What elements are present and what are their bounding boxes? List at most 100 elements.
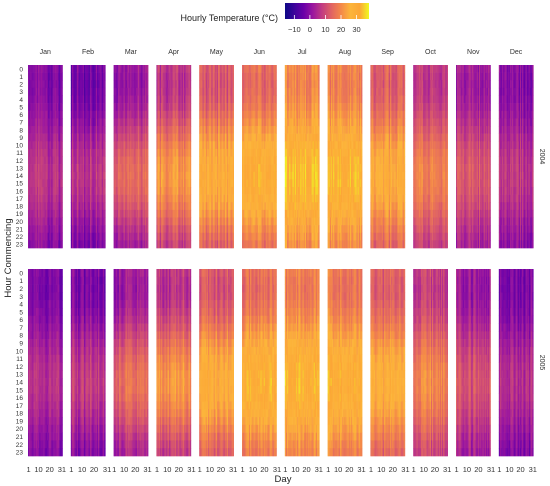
heatmap-cell [255, 148, 258, 157]
heatmap-cell [251, 179, 253, 188]
heatmap-panel-mar-2004 [113, 65, 149, 249]
heatmap-cell [28, 209, 30, 218]
heatmap-cell [223, 225, 226, 234]
heatmap-cell [247, 240, 250, 249]
heatmap-cell [136, 225, 139, 234]
heatmap-cell [104, 225, 106, 234]
heatmap-cell [95, 80, 98, 89]
heatmap-cell [245, 179, 247, 188]
heatmap-cell [162, 194, 164, 203]
heatmap-cell [200, 95, 202, 104]
heatmap-cell [301, 232, 303, 241]
heatmap-cell [52, 240, 54, 249]
heatmap-cell [269, 232, 272, 241]
heatmap-cell [245, 148, 247, 157]
heatmap-cell [38, 103, 40, 112]
heatmap-cell [215, 179, 218, 188]
heatmap-cell [173, 217, 176, 226]
heatmap-cell [136, 141, 139, 150]
heatmap-cell [202, 126, 204, 134]
heatmap-cell [31, 133, 33, 142]
heatmap-cell [217, 133, 219, 142]
heatmap-cell [77, 232, 80, 241]
heatmap-cell [266, 225, 268, 234]
heatmap-cell [141, 72, 143, 81]
heatmap-cell [122, 80, 124, 89]
heatmap-cell [161, 171, 163, 180]
heatmap-cell [271, 80, 274, 89]
heatmap-cell [285, 232, 288, 241]
heatmap-cell [258, 148, 260, 157]
heatmap-cell [121, 80, 123, 89]
heatmap-cell [184, 133, 186, 142]
heatmap-cell [228, 103, 230, 112]
heatmap-cell [123, 202, 126, 211]
heatmap-cell [44, 103, 47, 112]
heatmap-cell [52, 80, 54, 89]
heatmap-panel-jun-2004 [242, 65, 277, 249]
heatmap-cell [229, 217, 231, 226]
heatmap-cell [74, 133, 76, 142]
heatmap-cell [219, 118, 221, 127]
heatmap-cell [271, 133, 274, 142]
heatmap-cell [141, 118, 143, 127]
heatmap-cell [290, 141, 292, 150]
heatmap-cell [166, 80, 169, 89]
heatmap-cell [217, 87, 219, 96]
heatmap-cell [291, 141, 293, 150]
heatmap-cell [100, 194, 103, 203]
heatmap-cell [247, 126, 250, 134]
heatmap-cell [165, 179, 168, 188]
heatmap-cell [157, 171, 159, 180]
heatmap-cell [70, 225, 73, 234]
heatmap-cell [53, 225, 56, 234]
heatmap-cell [167, 171, 170, 180]
heatmap-cell [164, 95, 166, 104]
heatmap-cell [180, 156, 182, 165]
heatmap-cell [230, 179, 232, 188]
heatmap-cell [250, 80, 252, 89]
heatmap-cell [134, 240, 137, 249]
heatmap-cell [302, 225, 305, 234]
heatmap-cell [61, 72, 63, 81]
heatmap-cell [120, 141, 122, 150]
heatmap-cell [177, 80, 179, 89]
heatmap-cell [178, 72, 180, 81]
heatmap-cell [255, 87, 258, 96]
heatmap-cell [245, 141, 247, 150]
heatmap-cell [46, 110, 49, 119]
heatmap-cell [61, 95, 63, 104]
heatmap-cell [291, 133, 293, 142]
heatmap-cell [273, 225, 275, 234]
heatmap-cell [304, 141, 307, 150]
heatmap-cell [178, 95, 180, 104]
heatmap-cell [243, 202, 245, 211]
heatmap-cell [188, 202, 191, 211]
heatmap-cell [81, 240, 83, 249]
heatmap-cell [54, 240, 57, 249]
heatmap-cell [82, 133, 85, 142]
heatmap-cell [253, 95, 255, 104]
heatmap-cell [244, 202, 246, 211]
heatmap-cell [96, 95, 99, 104]
heatmap-cell [48, 194, 50, 203]
heatmap-cell [134, 110, 137, 119]
heatmap-cell [34, 240, 37, 249]
heatmap-cell [51, 194, 53, 203]
heatmap-cell [45, 179, 48, 188]
heatmap-cell [98, 87, 100, 96]
heatmap-cell [180, 179, 182, 188]
heatmap-cell [250, 126, 252, 134]
heatmap-cell [143, 110, 146, 119]
heatmap-cell [53, 164, 56, 173]
heatmap-cell [311, 171, 313, 180]
heatmap-cell [89, 110, 92, 119]
heatmap-cell [231, 164, 233, 173]
heatmap-cell [121, 202, 123, 211]
heatmap-cell [228, 72, 230, 81]
heatmap-cell [284, 209, 287, 218]
heatmap-cell [267, 156, 269, 165]
heatmap-cell [116, 202, 119, 211]
heatmap-cell [268, 87, 270, 96]
heatmap-cell [210, 217, 212, 226]
